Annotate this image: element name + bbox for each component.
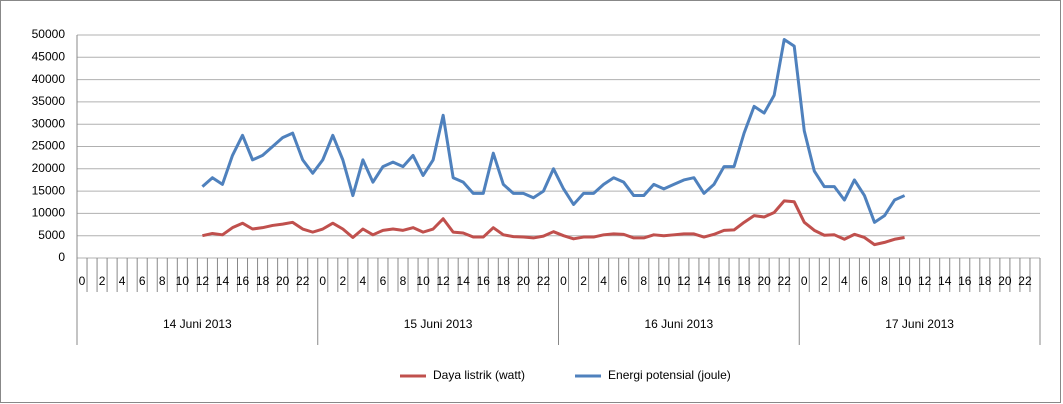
legend-label: Energi potensial (joule) xyxy=(608,368,731,382)
x-tick-label: 20 xyxy=(276,274,290,288)
x-tick-label: 4 xyxy=(119,274,126,288)
legend-label: Daya listrik (watt) xyxy=(433,368,525,382)
x-tick-label: 6 xyxy=(139,274,146,288)
x-tick-label: 6 xyxy=(620,274,627,288)
y-tick-label: 40000 xyxy=(32,72,66,86)
x-tick-label: 14 xyxy=(216,274,230,288)
x-tick-label: 12 xyxy=(677,274,691,288)
x-tick-label: 12 xyxy=(436,274,450,288)
x-tick-label: 14 xyxy=(938,274,952,288)
x-tick-label: 8 xyxy=(640,274,647,288)
x-tick-label: 4 xyxy=(360,274,367,288)
x-tick-label: 0 xyxy=(319,274,326,288)
x-tick-label: 12 xyxy=(196,274,210,288)
group-label: 15 Juni 2013 xyxy=(404,317,473,331)
x-tick-label: 22 xyxy=(296,274,310,288)
x-tick-label: 18 xyxy=(737,274,751,288)
x-tick-label: 18 xyxy=(497,274,511,288)
x-tick-label: 2 xyxy=(99,274,106,288)
y-tick-label: 50000 xyxy=(32,27,66,41)
x-tick-label: 20 xyxy=(757,274,771,288)
x-tick-label: 18 xyxy=(978,274,992,288)
x-tick-label: 0 xyxy=(801,274,808,288)
x-tick-label: 0 xyxy=(560,274,567,288)
x-tick-label: 6 xyxy=(861,274,868,288)
x-tick-label: 8 xyxy=(159,274,166,288)
x-tick-label: 8 xyxy=(400,274,407,288)
x-tick-label: 10 xyxy=(416,274,430,288)
x-tick-label: 16 xyxy=(477,274,491,288)
x-tick-label: 4 xyxy=(841,274,848,288)
x-tick-label: 20 xyxy=(517,274,531,288)
x-tick-label: 20 xyxy=(998,274,1012,288)
x-tick-label: 18 xyxy=(256,274,270,288)
x-tick-label: 22 xyxy=(778,274,792,288)
group-label: 16 Juni 2013 xyxy=(645,317,714,331)
x-tick-label: 16 xyxy=(958,274,972,288)
x-tick-label: 8 xyxy=(881,274,888,288)
series-line xyxy=(202,199,905,247)
y-tick-label: 45000 xyxy=(32,49,66,63)
x-tick-label: 4 xyxy=(600,274,607,288)
y-tick-label: 20000 xyxy=(32,161,66,175)
y-tick-label: 25000 xyxy=(32,139,66,153)
x-tick-label: 10 xyxy=(176,274,190,288)
series-line xyxy=(201,37,906,224)
y-tick-label: 5000 xyxy=(38,228,65,242)
x-tick-label: 16 xyxy=(236,274,250,288)
x-tick-label: 6 xyxy=(380,274,387,288)
x-tick-label: 2 xyxy=(580,274,587,288)
y-tick-label: 10000 xyxy=(32,206,66,220)
group-label: 14 Juni 2013 xyxy=(163,317,232,331)
y-tick-label: 0 xyxy=(58,250,65,264)
x-tick-label: 12 xyxy=(918,274,932,288)
y-tick-label: 35000 xyxy=(32,94,66,108)
y-tick-label: 30000 xyxy=(32,116,66,130)
x-tick-label: 14 xyxy=(457,274,471,288)
group-label: 17 Juni 2013 xyxy=(885,317,954,331)
x-tick-label: 22 xyxy=(1018,274,1032,288)
y-tick-label: 15000 xyxy=(32,183,66,197)
x-tick-label: 16 xyxy=(717,274,731,288)
x-tick-label: 14 xyxy=(697,274,711,288)
x-tick-label: 10 xyxy=(898,274,912,288)
x-tick-label: 2 xyxy=(821,274,828,288)
x-tick-label: 10 xyxy=(657,274,671,288)
x-tick-label: 2 xyxy=(339,274,346,288)
x-tick-label: 22 xyxy=(537,274,551,288)
x-tick-label: 0 xyxy=(79,274,86,288)
